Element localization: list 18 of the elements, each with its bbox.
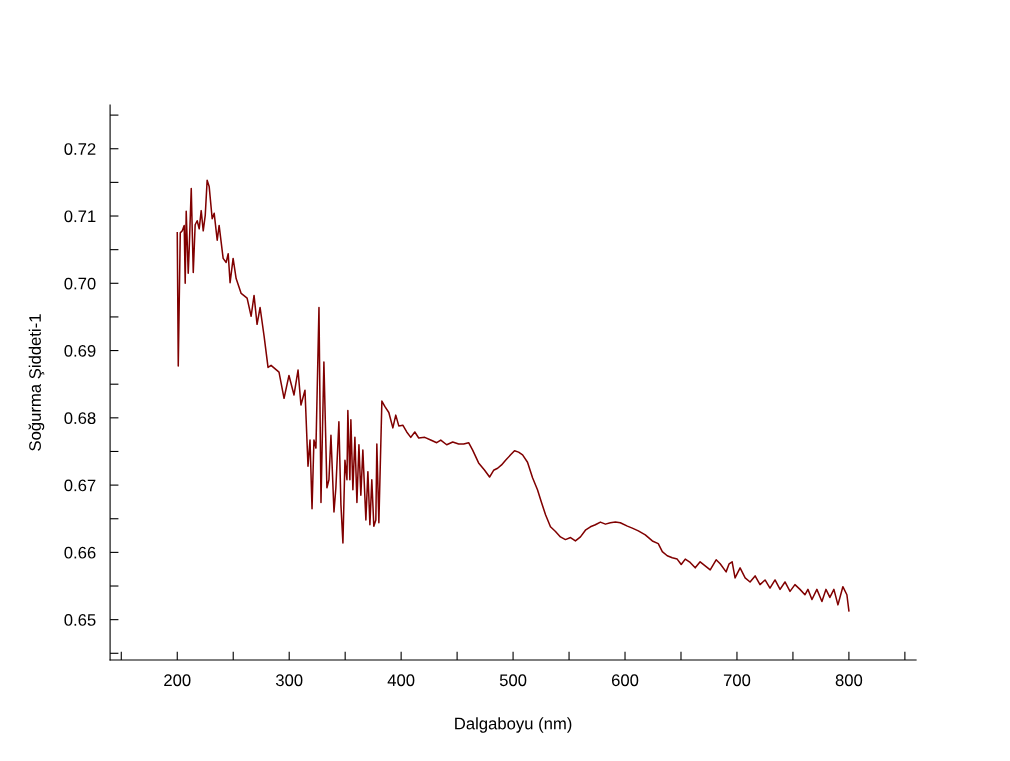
- y-tick-label: 0.70: [64, 277, 96, 290]
- x-axis-title: Dalgaboyu (nm): [455, 717, 572, 733]
- x-tick-label: 200: [164, 674, 191, 687]
- x-tick-label: 500: [499, 674, 527, 687]
- x-tick-label: 300: [275, 674, 303, 687]
- y-tick-label: 0.66: [64, 546, 96, 559]
- y-axis-title: Soğurma Şiddeti-1: [28, 314, 45, 451]
- line-series: [176, 179, 850, 612]
- y-tick-label: 0.72: [64, 143, 96, 155]
- y-tick-label: 0.68: [64, 412, 96, 425]
- x-tick-label: 800: [835, 674, 863, 687]
- x-tick-label: 400: [387, 674, 415, 687]
- x-tick-label: 600: [611, 674, 639, 687]
- y-tick-label: 0.65: [64, 614, 96, 626]
- y-tick-label: 0.67: [64, 479, 96, 492]
- y-tick-label: 0.69: [64, 344, 96, 357]
- y-tick-label: 0.71: [64, 210, 96, 223]
- x-tick-label: 700: [723, 674, 751, 687]
